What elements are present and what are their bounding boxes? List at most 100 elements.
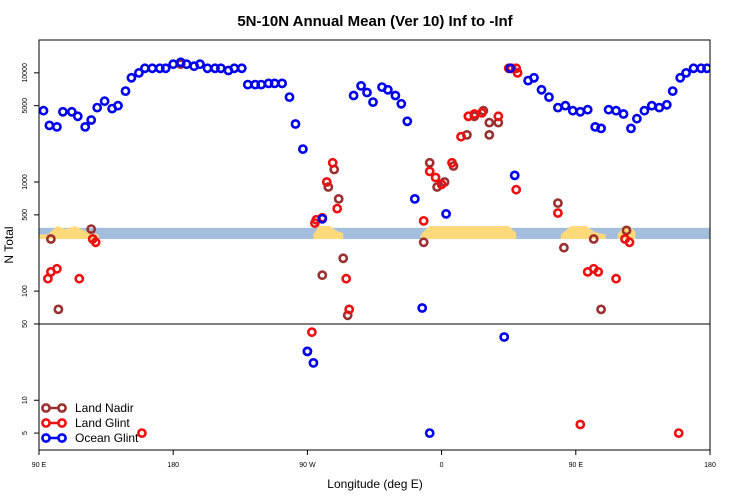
data-point [53,304,64,315]
data-point [113,100,123,111]
data-point [553,198,563,208]
data-point [456,131,466,142]
data-point [667,86,678,96]
data-point [624,237,635,248]
data-point [86,115,97,125]
data-point [611,273,621,284]
data-point [297,144,308,154]
data-point [338,253,349,264]
data-point [632,113,642,124]
data-point [277,78,287,89]
legend-marker [57,418,67,428]
data-point [92,102,103,113]
data-point [505,63,516,74]
data-point [702,63,710,74]
data-point [476,108,487,118]
data-point [529,72,539,83]
data-point [120,86,131,96]
data-point [43,273,53,284]
data-point [382,84,393,95]
legend-label: Land Nadir [75,401,134,415]
data-point [302,346,313,357]
data-point [596,304,606,315]
data-point [66,106,77,117]
data-point [99,96,110,107]
x-tick-label: 180 [704,462,716,469]
data-point [509,170,520,181]
surface-band [39,227,710,240]
data-point [306,327,317,338]
data-point [588,234,599,244]
data-point [136,428,147,438]
data-point [447,157,457,168]
legend-entry: Land Glint [41,416,130,430]
data-point [626,123,636,134]
data-point [559,242,569,253]
data-point [430,172,441,183]
series-land-nadir [46,59,632,357]
data-point [195,59,205,70]
y-tick-label: 5000 [22,98,29,114]
data-point [424,157,435,168]
data-point [553,208,563,218]
data-point [673,428,684,438]
data-point [317,270,328,281]
data-point [418,237,429,248]
data-point [341,273,352,284]
data-point [493,111,504,122]
legend-marker [57,433,67,443]
chart-title: 5N-10N Annual Mean (Ver 10) Inf to -Inf [237,13,513,30]
data-point [348,90,359,101]
data-point [368,97,378,107]
data-point [332,203,343,214]
data-point [52,122,62,132]
y-tick-label: 10 [22,396,29,404]
data-point [424,428,435,438]
data-point [696,63,706,74]
data-point [80,122,91,132]
x-tick-label: 90 E [569,462,584,469]
data-point [74,273,85,284]
data-point [236,63,247,74]
legend-entry: Land Nadir [41,401,134,415]
y-tick-label: 50 [22,320,29,328]
data-point [675,72,686,83]
data-point [582,104,593,115]
x-tick-label: 90 E [32,462,47,469]
data-point [596,123,606,134]
x-tick-label: 180 [167,462,179,469]
y-tick-label: 1000 [22,174,29,190]
data-point [436,179,447,190]
data-point [317,213,328,224]
data-point [424,166,435,177]
plot-frame [38,39,711,451]
data-point [661,99,672,110]
data-point [512,68,523,78]
data-point [72,111,83,122]
data-point [402,116,413,127]
x-tick-label: 90 W [299,462,316,469]
y-tick-label: 500 [22,209,29,221]
data-point [58,106,68,117]
data-point [356,81,366,91]
plot-content [39,57,710,438]
data-point [484,129,495,140]
data-point [560,100,571,111]
data-point [418,215,429,226]
data-point [575,419,586,430]
data-point [126,72,137,83]
series-ocean-glint [39,57,710,438]
x-tick-label: 0 [440,462,444,469]
y-tick-label: 5 [22,431,29,435]
x-axis-label: Longitude (deg E) [327,477,422,491]
data-point [593,266,604,277]
data-point [290,119,301,129]
data-point [323,182,334,192]
legend-marker [57,403,67,413]
legend-marker [41,418,51,428]
data-point [344,304,355,315]
data-point [133,68,144,78]
y-tick-label: 100 [22,285,29,297]
